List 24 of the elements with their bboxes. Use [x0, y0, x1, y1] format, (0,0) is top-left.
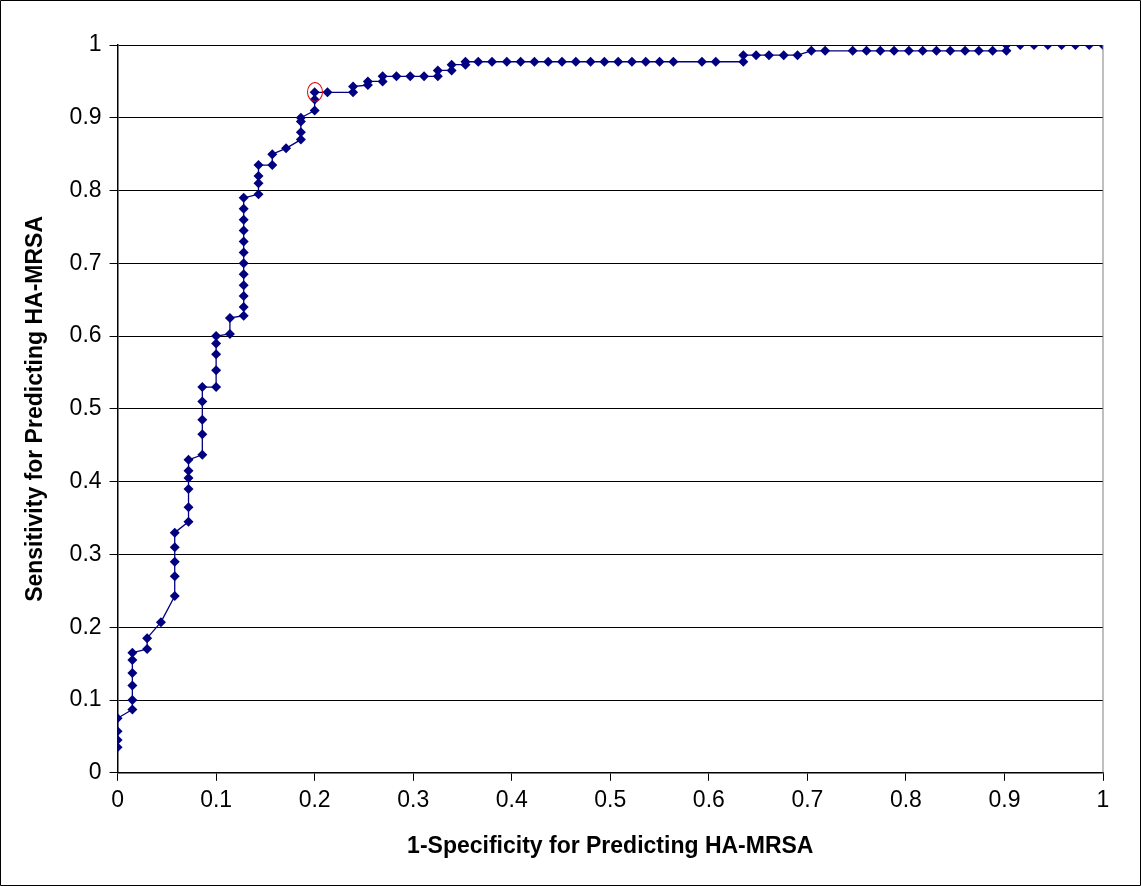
y-tick-label: 0	[88, 758, 102, 785]
x-tick-label: 0.4	[495, 785, 528, 812]
x-tick-label: 1	[1096, 785, 1110, 812]
y-tick-label: 0.3	[69, 539, 102, 566]
x-tick-label: 0.1	[200, 785, 233, 812]
x-tick-label: 0	[111, 785, 124, 812]
y-tick-label: 0.7	[69, 248, 102, 275]
x-tick-label: 0.2	[298, 785, 331, 812]
y-tick-label: 0.2	[69, 612, 102, 639]
x-tick-label: 0.7	[791, 785, 824, 812]
x-tick-label: 0.9	[988, 785, 1021, 812]
x-tick-label: 0.5	[594, 785, 627, 812]
y-tick-label: 0.6	[69, 321, 102, 348]
x-tick-label: 0.3	[397, 785, 430, 812]
y-tick-label: 0.5	[69, 394, 102, 421]
y-tick-label: 1	[88, 30, 102, 57]
x-axis-title: 1-Specificity for Predicting HA-MRSA	[407, 831, 814, 858]
y-tick-label: 0.9	[69, 103, 102, 130]
x-tick-label: 0.8	[889, 785, 922, 812]
y-tick-label: 0.4	[69, 467, 102, 494]
y-tick-label: 0.8	[69, 175, 102, 202]
x-tick-label: 0.6	[692, 785, 725, 812]
y-tick-label: 0.1	[69, 685, 102, 712]
y-axis-title: Sensitivity for Predicting HA-MRSA	[21, 215, 48, 602]
